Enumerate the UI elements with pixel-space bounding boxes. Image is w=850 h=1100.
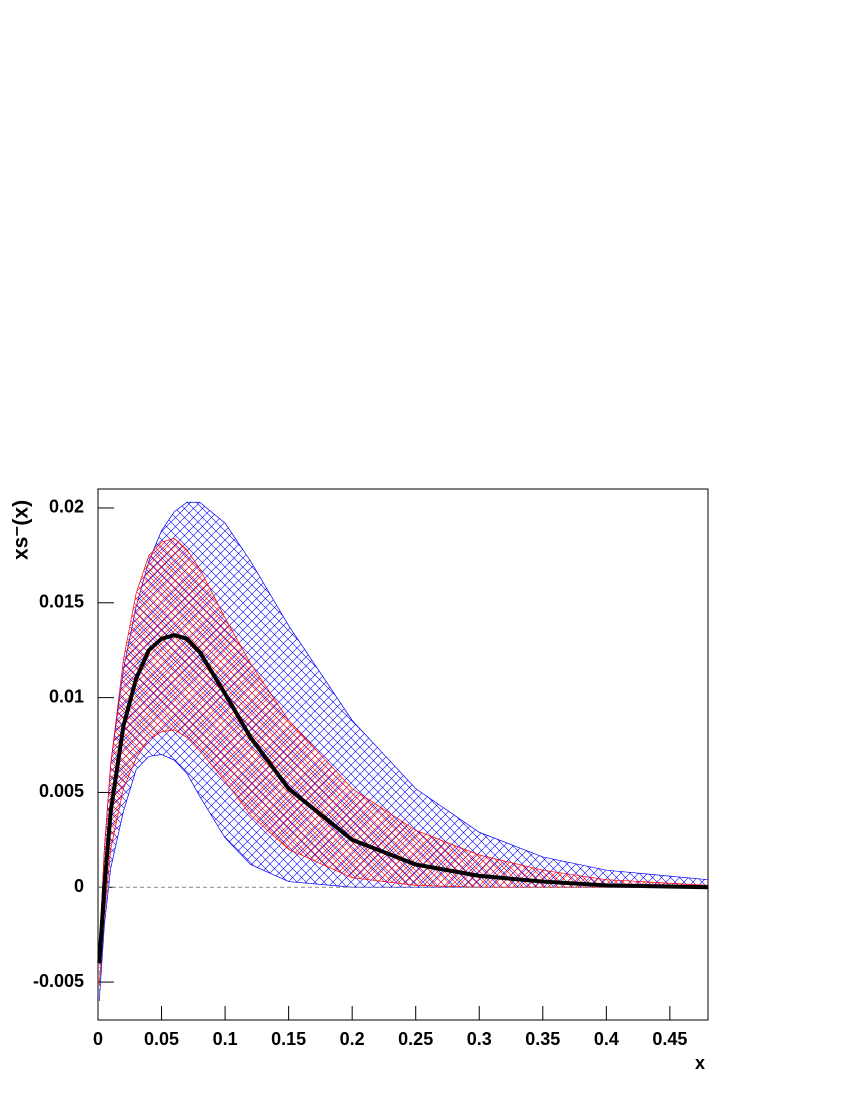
x-tick-label: 0.35 [525, 1029, 560, 1049]
x-tick-label: 0.45 [652, 1029, 687, 1049]
y-tick-label: 0.02 [49, 497, 84, 517]
x-tick-label: 0.25 [398, 1029, 433, 1049]
x-tick-label: 0.1 [213, 1029, 238, 1049]
x-axis-label: x [695, 1053, 705, 1073]
x-tick-label: 0.05 [144, 1029, 179, 1049]
y-axis-label: xs⁻(x) [10, 500, 33, 560]
y-tick-label: 0.01 [49, 686, 84, 706]
x-tick-label: 0.15 [271, 1029, 306, 1049]
band-edge [98, 537, 709, 954]
x-tick-label: 0.3 [467, 1029, 492, 1049]
x-tick-label: 0.2 [340, 1029, 365, 1049]
y-tick-label: 0.005 [39, 781, 84, 801]
y-tick-label: -0.005 [33, 971, 84, 991]
y-tick-label: 0.015 [39, 592, 84, 612]
x-tick-label: 0.4 [594, 1029, 619, 1049]
band-fill [99, 538, 709, 986]
central-curve [97, 633, 709, 964]
y-tick-label: 0 [74, 876, 84, 896]
x-tick-label: 0 [93, 1029, 103, 1049]
plot-frame [97, 488, 709, 1021]
